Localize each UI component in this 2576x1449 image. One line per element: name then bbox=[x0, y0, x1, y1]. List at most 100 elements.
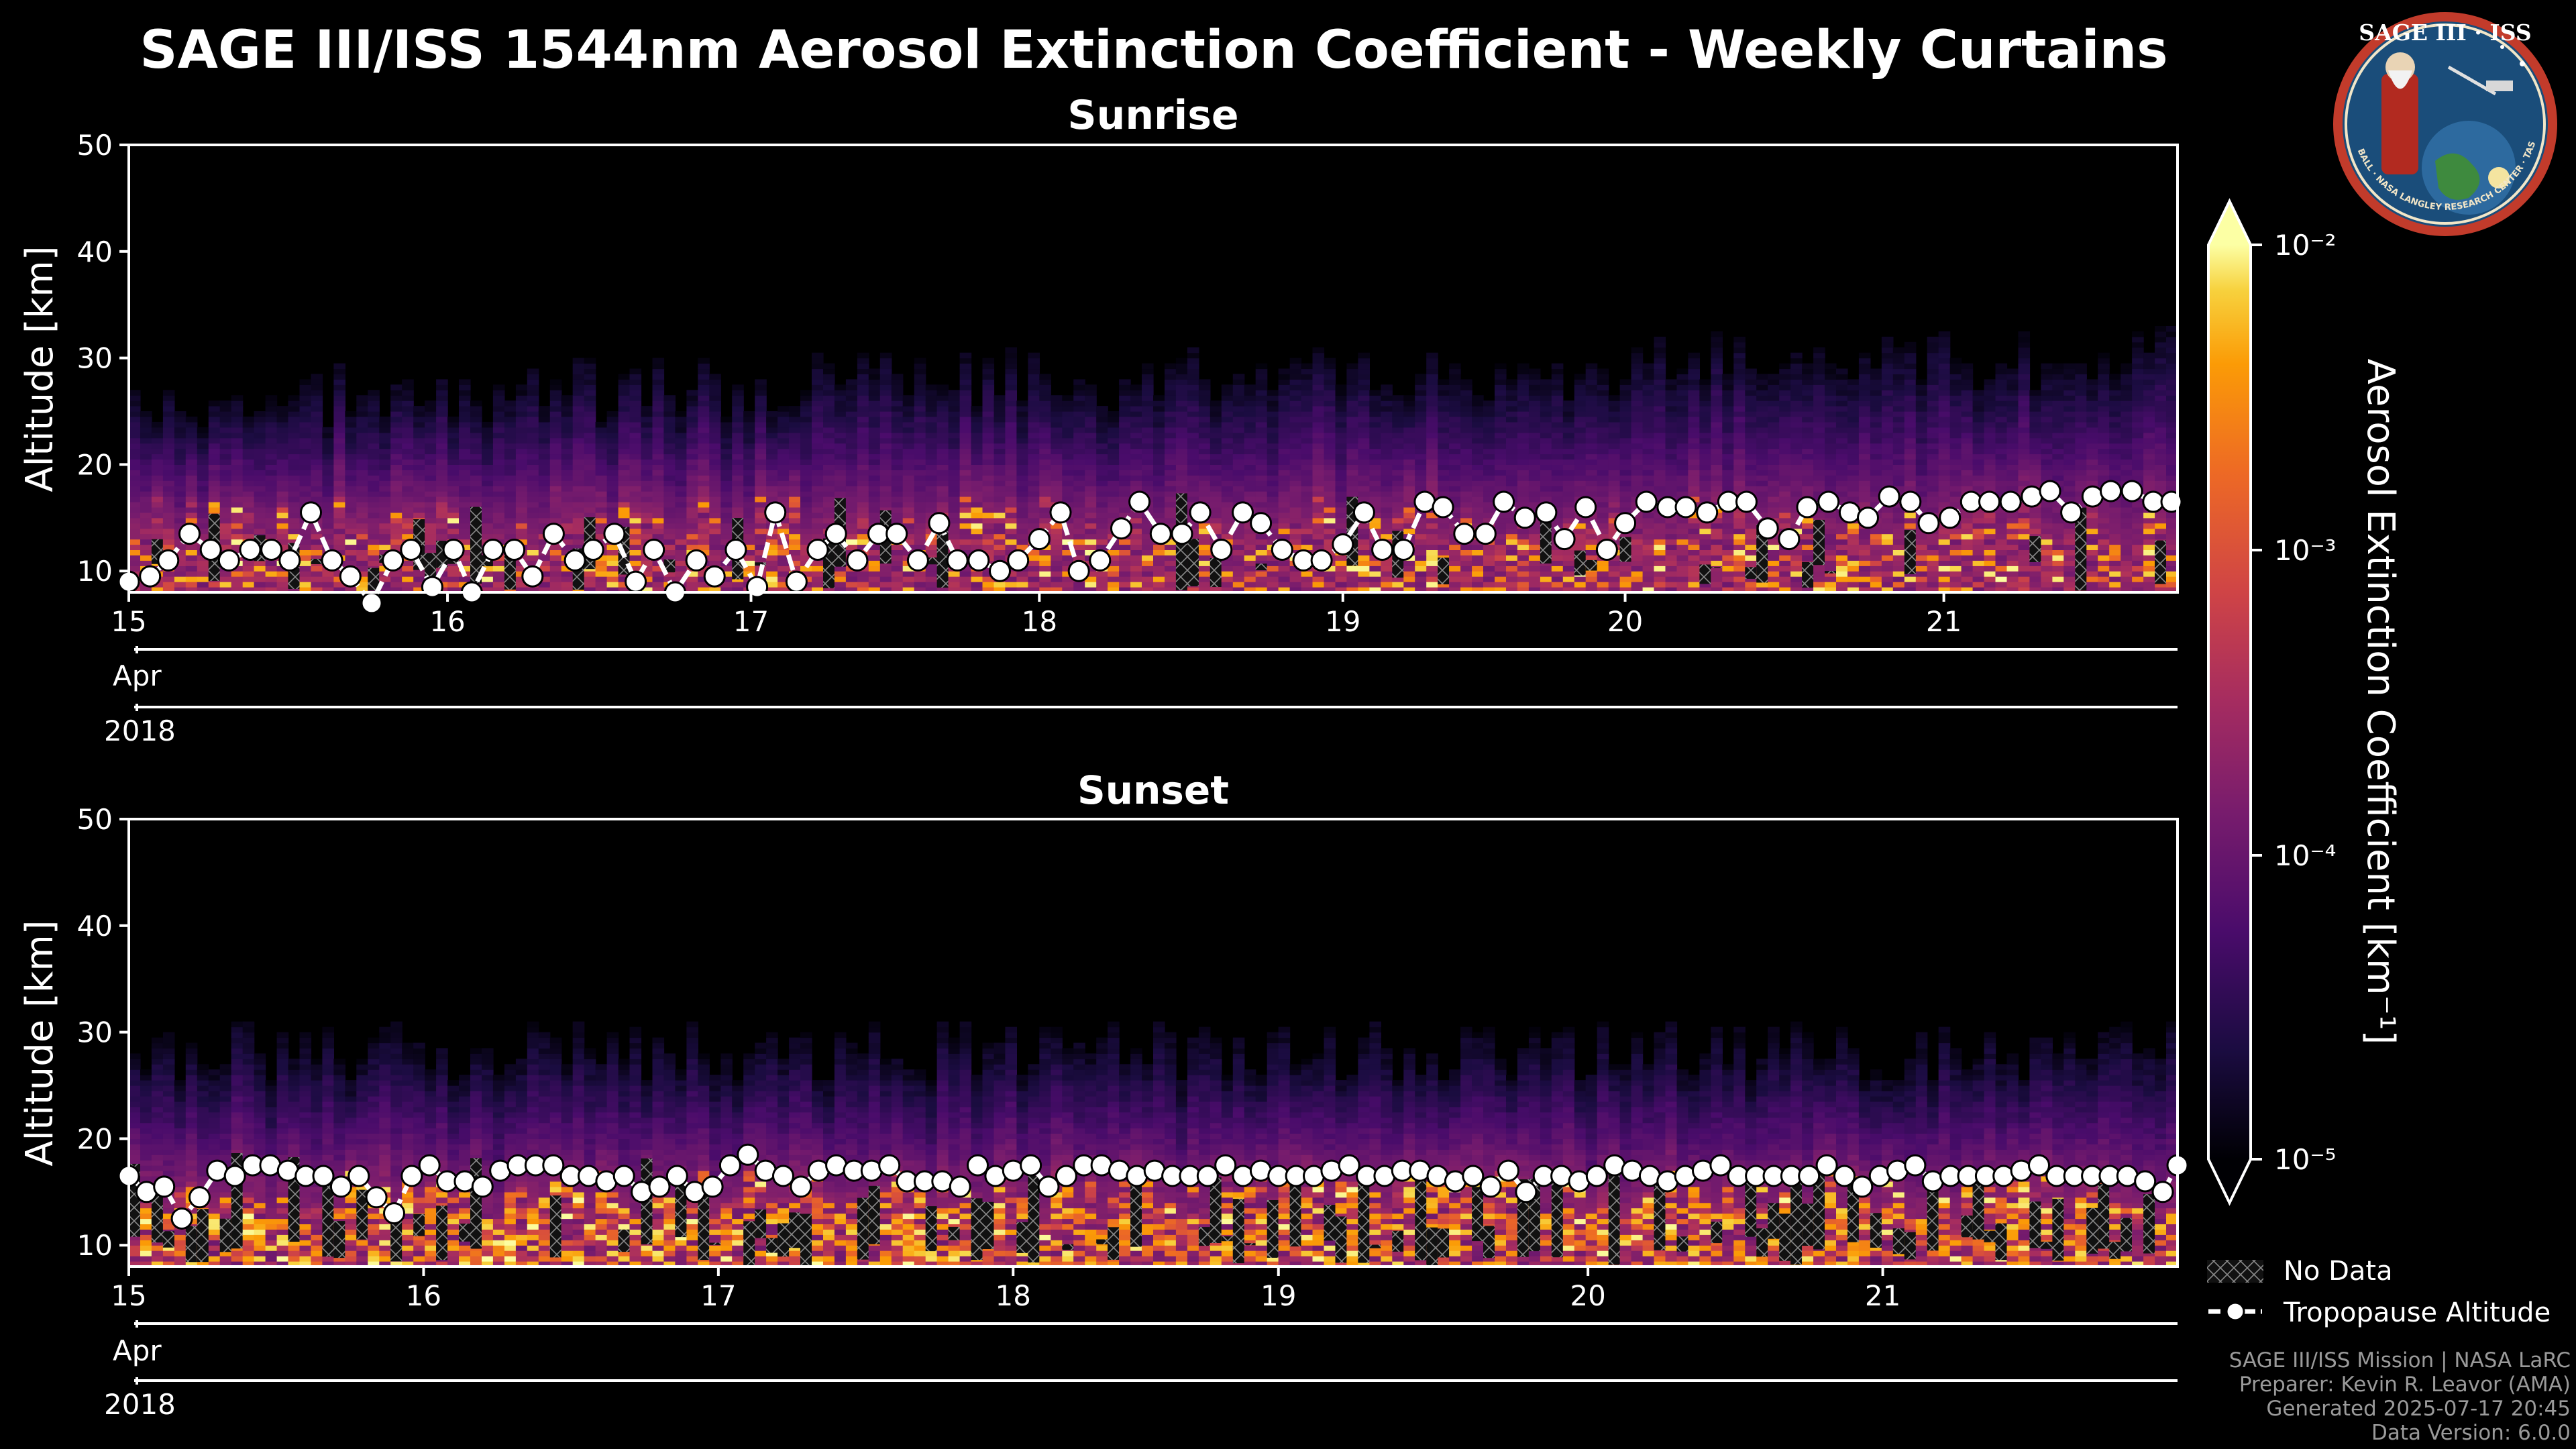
sunrise-heatmap-cell bbox=[1335, 571, 1348, 577]
sunrise-heatmap-cell bbox=[1278, 528, 1291, 535]
sunrise-heatmap-cell bbox=[1165, 523, 1177, 529]
sunrise-heatmap-cell bbox=[447, 491, 460, 497]
sunrise-heatmap-cell bbox=[1165, 576, 1177, 582]
sunrise-heatmap-cell bbox=[845, 417, 858, 423]
sunrise-heatmap-cell bbox=[1198, 587, 1211, 592]
sunrise-heatmap-cell bbox=[732, 443, 744, 449]
sunrise-heatmap-cell bbox=[299, 480, 312, 486]
sunrise-heatmap-cell bbox=[789, 459, 801, 465]
sunrise-heatmap-cell bbox=[1574, 533, 1587, 540]
sunrise-heatmap-cell bbox=[732, 453, 744, 460]
sunrise-heatmap-cell bbox=[197, 496, 209, 502]
sunrise-heatmap-cell bbox=[652, 453, 665, 460]
sunrise-heatmap-cell bbox=[333, 512, 345, 519]
sunrise-heatmap-cell bbox=[1165, 368, 1177, 374]
sunrise-heatmap-cell bbox=[1165, 475, 1177, 481]
sunrise-heatmap-cell bbox=[140, 475, 152, 481]
sunrise-heatmap-cell bbox=[1165, 582, 1177, 588]
sunrise-heatmap-cell bbox=[368, 453, 380, 460]
sunrise-heatmap-cell bbox=[561, 421, 574, 428]
sunrise-heatmap-cell bbox=[1301, 464, 1313, 470]
sunrise-heatmap-cell bbox=[755, 390, 767, 396]
sunrise-heatmap-cell bbox=[1210, 400, 1222, 407]
sunrise-heatmap-cell bbox=[504, 459, 517, 465]
sunrise-heatmap-cell bbox=[1324, 571, 1336, 577]
sunrise-heatmap-cell bbox=[1016, 539, 1028, 545]
sunrise-heatmap-cell bbox=[162, 470, 175, 476]
sunrise-heatmap-cell bbox=[1335, 406, 1348, 412]
sunrise-heatmap-cell bbox=[1381, 432, 1393, 439]
sunrise-heatmap-cell bbox=[1324, 523, 1336, 529]
sunrise-heatmap-cell bbox=[857, 358, 869, 364]
sunrise-heatmap-cell bbox=[1495, 411, 1507, 417]
sunrise-heatmap-cell bbox=[151, 453, 164, 460]
sunrise-heatmap-cell bbox=[732, 395, 744, 401]
sunrise-heatmap-cell bbox=[436, 533, 448, 540]
sunrise-heatmap-cell bbox=[1369, 427, 1381, 433]
sunrise-heatmap-cell bbox=[322, 576, 334, 582]
sunrise-heatmap-cell bbox=[1426, 453, 1438, 460]
sunrise-heatmap-cell bbox=[504, 486, 517, 492]
sunrise-heatmap-cell bbox=[686, 443, 698, 449]
sunrise-heatmap-cell bbox=[231, 566, 244, 572]
sunrise-heatmap-cell bbox=[641, 512, 653, 519]
sunrise-heatmap-cell bbox=[1517, 384, 1529, 390]
sunrise-heatmap-cell bbox=[982, 470, 995, 476]
sunrise-heatmap-cell bbox=[527, 533, 539, 540]
sunrise-heatmap-cell bbox=[1119, 390, 1131, 396]
sunrise-heatmap-cell bbox=[1255, 448, 1268, 455]
sunrise-heatmap-cell bbox=[1381, 475, 1393, 481]
sunrise-heatmap-cell bbox=[1346, 571, 1358, 577]
sunrise-heatmap-cell bbox=[902, 400, 915, 407]
sunrise-heatmap-cell bbox=[1517, 390, 1529, 396]
sunrise-heatmap-cell bbox=[1472, 566, 1484, 572]
sunrise-heatmap-cell bbox=[777, 448, 790, 455]
sunrise-heatmap-cell bbox=[254, 480, 266, 486]
sunrise-heatmap-cell bbox=[994, 544, 1006, 550]
sunrise-heatmap-cell bbox=[1232, 587, 1245, 592]
sunrise-heatmap-cell bbox=[492, 411, 505, 417]
sunrise-heatmap-cell bbox=[231, 417, 244, 423]
sunrise-heatmap-cell bbox=[333, 523, 345, 529]
sunrise-heatmap-cell bbox=[1153, 448, 1165, 455]
sunrise-heatmap-cell bbox=[1460, 555, 1472, 561]
sunrise-heatmap-cell bbox=[482, 459, 494, 465]
sunrise-heatmap-cell bbox=[1392, 406, 1404, 412]
sunrise-heatmap-cell bbox=[504, 453, 517, 460]
sunrise-heatmap-cell bbox=[1221, 496, 1234, 502]
sunrise-heatmap-cell bbox=[1175, 453, 1188, 460]
sunrise-heatmap-cell bbox=[1392, 576, 1404, 582]
sunrise-heatmap-cell bbox=[1005, 496, 1017, 502]
sunrise-heatmap-cell bbox=[879, 566, 892, 572]
sunrise-heatmap-cell bbox=[1301, 517, 1313, 524]
sunrise-nodata-cell bbox=[936, 525, 949, 588]
sunrise-heatmap-cell bbox=[333, 528, 345, 535]
sunrise-heatmap-cell bbox=[276, 496, 289, 502]
sunrise-heatmap-cell bbox=[572, 544, 585, 550]
sunrise-heatmap-cell bbox=[1540, 427, 1552, 433]
sunrise-heatmap-cell bbox=[356, 539, 368, 545]
sunrise-heatmap-cell bbox=[1051, 417, 1063, 423]
sunrise-heatmap-cell bbox=[1255, 417, 1268, 423]
sunrise-heatmap-cell bbox=[936, 417, 949, 423]
sunrise-heatmap-cell bbox=[1289, 587, 1302, 592]
sunrise-heatmap-cell bbox=[1460, 560, 1472, 566]
sunrise-heatmap-cell bbox=[1540, 496, 1552, 502]
sunrise-heatmap-cell bbox=[276, 459, 289, 465]
sunrise-heatmap-cell bbox=[174, 491, 186, 497]
sunrise-heatmap-cell bbox=[208, 421, 221, 428]
sunrise-heatmap-cell bbox=[959, 374, 972, 380]
sunrise-heatmap-cell bbox=[129, 491, 141, 497]
sunrise-heatmap-cell bbox=[1528, 571, 1541, 577]
sunrise-heatmap-cell bbox=[1278, 459, 1291, 465]
sunrise-heatmap-cell bbox=[288, 517, 301, 524]
sunrise-heatmap-cell bbox=[755, 406, 767, 412]
sunrise-heatmap-cell bbox=[982, 453, 995, 460]
sunrise-heatmap-cell bbox=[1495, 400, 1507, 407]
sunrise-heatmap-cell bbox=[1449, 406, 1461, 412]
sunrise-heatmap-cell bbox=[1562, 486, 1575, 492]
sunrise-heatmap-cell bbox=[891, 512, 904, 519]
sunrise-heatmap-cell bbox=[755, 480, 767, 486]
sunrise-heatmap-cell bbox=[1438, 437, 1450, 444]
sunrise-heatmap-cell bbox=[1301, 459, 1313, 465]
